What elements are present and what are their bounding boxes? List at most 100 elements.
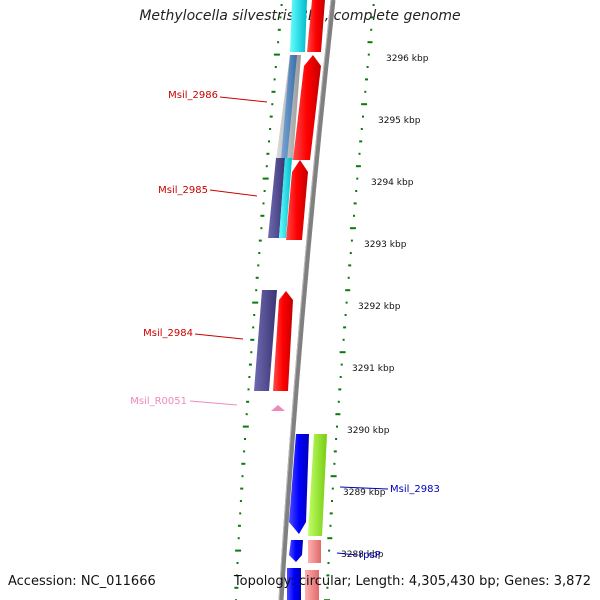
gc-skew-mark [247, 388, 250, 391]
gc-skew-mark [329, 524, 332, 527]
gc-skew-mark [280, 4, 283, 6]
gene-label-msil-r0051: Msil_R0051 [130, 396, 187, 407]
gc-skew-mark [262, 202, 265, 205]
gc-skew-mark [344, 314, 347, 316]
gc-skew-mark [364, 90, 367, 93]
gc-skew-mark [362, 115, 364, 118]
gc-skew-mark [248, 363, 252, 366]
gc-skew-mark [237, 524, 241, 527]
gc-skew-mark [273, 78, 276, 81]
gc-skew-mark [333, 450, 337, 453]
gc-skew-mark [331, 487, 334, 490]
gc-skew-mark [336, 425, 338, 428]
gc-skew-mark [349, 227, 356, 230]
tick-label: 3291 kbp [352, 364, 395, 374]
tick-label: 3296 kbp [386, 54, 429, 64]
cds-pink-rpsp [308, 540, 321, 563]
gc-skew-mark [342, 338, 345, 341]
cds-red-top [307, 0, 325, 52]
gc-skew-mark [243, 450, 246, 453]
gc-skew-mark [273, 53, 280, 56]
tick-label: 3293 kbp [364, 240, 407, 250]
gc-skew-mark [255, 289, 258, 292]
gc-skew-mark [349, 252, 352, 254]
gc-skew-mark [260, 214, 265, 217]
cds-track [273, 0, 327, 600]
gc-skew-mark [239, 500, 242, 502]
gc-skew-mark [235, 549, 242, 552]
gc-skew-mark [358, 152, 361, 155]
gc-skew-mark [241, 475, 244, 478]
tick-label: 3289 kbp [343, 488, 386, 498]
gc-skew-mark [329, 512, 333, 515]
gc-skew-mark [326, 574, 330, 577]
gc-skew-mark [265, 165, 268, 168]
gc-skew-mark [361, 103, 368, 106]
gc-skew-mark [335, 438, 338, 440]
gc-skew-mark [330, 475, 337, 478]
gc-skew-mark [343, 326, 347, 329]
gc-skew-mark [236, 562, 239, 564]
tick-label: 3288 kbp [341, 550, 384, 560]
gc-skew-mark [250, 338, 255, 341]
gc-skew-mark [367, 53, 370, 56]
cds-lime-2983 [308, 434, 327, 536]
gc-skew-mark [370, 28, 373, 31]
cds-red-2986 [293, 55, 321, 160]
feature-slate-2984 [254, 290, 277, 391]
gc-skew-outer-track [324, 4, 375, 600]
gc-skew-mark [242, 425, 249, 428]
leader-line [339, 486, 389, 490]
gc-skew-mark [331, 500, 333, 502]
cds-pink-bottom [305, 570, 319, 600]
gc-skew-mark [355, 190, 358, 192]
gc-skew-mark [258, 252, 261, 254]
gc-skew-mark [234, 586, 239, 589]
gc-skew-mark [253, 314, 256, 316]
feature-blue-bottom [287, 568, 301, 600]
gc-skew-mark [360, 128, 363, 130]
gc-skew-mark [353, 202, 357, 205]
gc-skew-mark [263, 190, 266, 192]
gc-skew-mark [347, 276, 350, 279]
gc-skew-mark [252, 301, 259, 304]
leader-line [189, 400, 238, 406]
genome-backbone-highlight [278, 0, 332, 600]
accession-label: Accession: NC_011666 [8, 574, 156, 589]
gc-skew-mark [370, 16, 374, 19]
genome-backbone [278, 0, 336, 600]
feature-cyan-2985 [279, 158, 292, 238]
gc-skew-mark [339, 351, 346, 354]
gc-skew-mark [277, 28, 281, 31]
gc-skew-mark [239, 512, 242, 515]
gc-skew-mark [348, 264, 352, 267]
gc-skew-mark [327, 537, 333, 540]
gc-skew-mark [340, 363, 343, 366]
feature-slate-2985 [268, 158, 285, 238]
gc-skew-mark [269, 115, 273, 118]
leader-line [194, 333, 244, 340]
gc-skew-mark [262, 177, 269, 180]
gc-skew-mark [250, 351, 253, 354]
gc-skew-mark [337, 400, 340, 403]
tick-label: 3292 kbp [358, 302, 401, 312]
tick-labels: 3296 kbp 3295 kbp 3294 kbp 3293 kbp 3292… [341, 54, 429, 560]
feature-rna-r0051 [271, 405, 285, 411]
gc-skew-mark [367, 41, 373, 44]
gc-skew-mark [237, 537, 240, 540]
gene-labels: Msil_2986 Msil_2985 Msil_2984 Msil_R0051… [130, 90, 440, 561]
tick-label: 3294 kbp [371, 178, 414, 188]
gc-skew-mark [257, 264, 260, 267]
gc-skew-mark [277, 41, 280, 44]
gene-label-msil-2984: Msil_2984 [143, 328, 193, 339]
gc-skew-mark [271, 90, 276, 93]
feature-cyan-top [290, 0, 307, 52]
cds-red-2985 [286, 160, 308, 240]
gc-skew-mark [279, 16, 282, 19]
gene-label-msil-2983: Msil_2983 [390, 484, 440, 495]
gc-skew-mark [327, 562, 330, 564]
gc-skew-mark [353, 214, 355, 217]
gc-skew-mark [248, 376, 251, 378]
genome-summary-label: Topology: circular; Length: 4,305,430 bp… [233, 574, 591, 589]
